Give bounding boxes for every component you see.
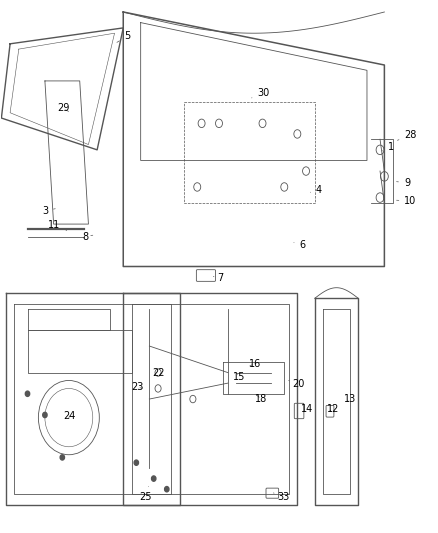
Text: 5: 5 bbox=[117, 31, 131, 42]
Text: 23: 23 bbox=[131, 382, 143, 392]
Text: 16: 16 bbox=[248, 359, 261, 368]
Circle shape bbox=[152, 476, 156, 481]
Text: 33: 33 bbox=[273, 492, 289, 502]
Text: 22: 22 bbox=[153, 368, 165, 377]
Text: 25: 25 bbox=[140, 487, 152, 502]
Text: 11: 11 bbox=[48, 220, 67, 230]
Text: 1: 1 bbox=[382, 142, 394, 152]
Text: 3: 3 bbox=[42, 206, 55, 216]
Circle shape bbox=[43, 413, 47, 418]
Circle shape bbox=[60, 455, 64, 460]
Text: 28: 28 bbox=[397, 130, 417, 140]
Text: 10: 10 bbox=[396, 196, 417, 206]
Text: 18: 18 bbox=[255, 394, 267, 404]
Text: 9: 9 bbox=[396, 177, 410, 188]
Circle shape bbox=[165, 487, 169, 492]
Text: 15: 15 bbox=[233, 372, 246, 382]
Text: 4: 4 bbox=[311, 184, 322, 195]
Text: 7: 7 bbox=[213, 273, 223, 282]
Text: 24: 24 bbox=[64, 411, 76, 421]
Text: 13: 13 bbox=[344, 394, 357, 404]
Text: 6: 6 bbox=[294, 240, 306, 251]
Text: 12: 12 bbox=[327, 403, 339, 414]
Text: 29: 29 bbox=[57, 103, 69, 114]
Text: 8: 8 bbox=[82, 232, 93, 242]
Circle shape bbox=[134, 460, 138, 465]
Text: 30: 30 bbox=[252, 87, 269, 98]
Circle shape bbox=[25, 391, 30, 397]
Text: 20: 20 bbox=[289, 379, 304, 389]
Text: 14: 14 bbox=[301, 403, 313, 414]
